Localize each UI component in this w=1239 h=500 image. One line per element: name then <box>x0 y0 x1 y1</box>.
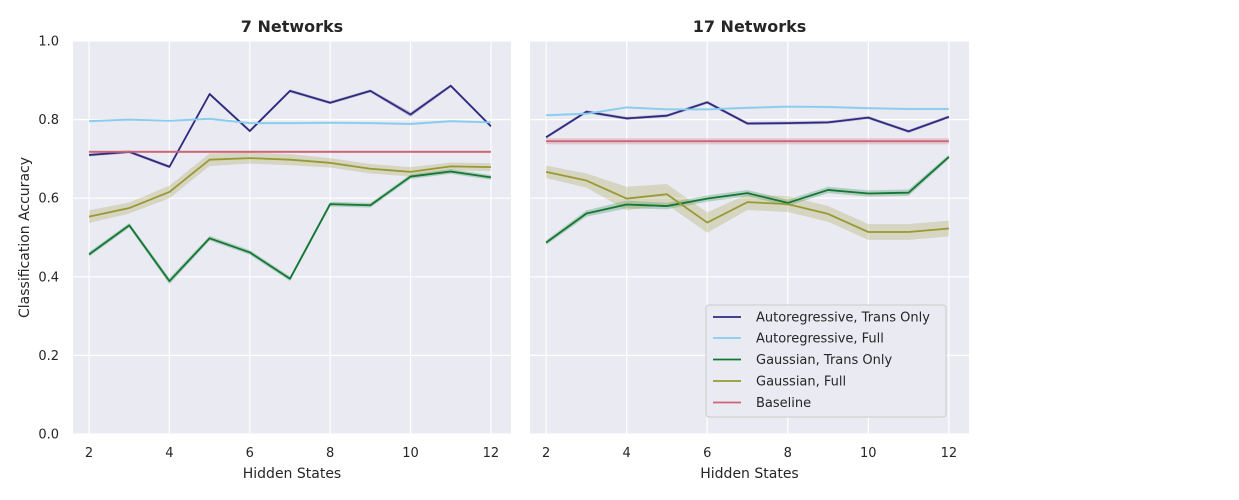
x-tick-label: 2 <box>85 446 93 461</box>
line-autoregressive-trans-only <box>545 101 950 139</box>
legend-label-baseline: Baseline <box>756 396 811 411</box>
x-tick-label: 6 <box>703 446 711 461</box>
x-tick-label: 12 <box>483 446 500 461</box>
x-tick-labels-right: 2 4 6 8 10 12 <box>542 446 957 461</box>
y-axis-label: Classification Accuracy <box>17 157 33 318</box>
line-gaussian-trans-only <box>545 156 950 244</box>
line-autoregressive-full <box>89 117 491 125</box>
gridlines-right <box>530 40 969 435</box>
chart-panel-7-networks: 2 4 6 8 10 12 0.0 0.2 0.4 0.6 0.8 1.0 7 Networks H… <box>17 17 511 482</box>
band-autoregressive-trans-only <box>546 100 949 139</box>
x-tick-label: 12 <box>941 446 958 461</box>
y-tick-label: 0.4 <box>38 270 59 285</box>
y-tick-labels-left: 0.0 0.2 0.4 0.6 0.8 1.0 <box>38 35 59 443</box>
x-tick-label: 6 <box>246 446 254 461</box>
x-tick-label: 10 <box>402 446 419 461</box>
x-tick-labels-left: 2 4 6 8 10 12 <box>85 446 499 461</box>
legend: Autoregressive, Trans Only Autoregressiv… <box>705 304 947 418</box>
y-tick-label: 0.2 <box>38 349 59 364</box>
line-gaussian-full <box>88 157 491 218</box>
line-autoregressive-full <box>546 105 949 117</box>
x-axis-label-right: Hidden States <box>700 466 798 482</box>
series-lines-right <box>545 101 950 244</box>
y-tick-label: 0.6 <box>38 192 59 207</box>
chart-panel-17-networks: 2 4 6 8 10 12 17 Networks Hidden States Autor… <box>530 17 969 482</box>
plot-area-left <box>73 41 511 434</box>
y-tick-label: 1.0 <box>38 35 59 50</box>
x-tick-label: 10 <box>860 446 877 461</box>
line-autoregressive-trans-only <box>88 84 492 168</box>
chart-title-right: 17 Networks <box>693 17 807 36</box>
x-tick-label: 4 <box>623 446 631 461</box>
y-tick-label: 0.8 <box>38 113 59 128</box>
line-gaussian-full <box>545 170 949 233</box>
x-tick-label: 2 <box>542 446 550 461</box>
line-gaussian-trans-only <box>88 170 492 283</box>
x-tick-label: 8 <box>784 446 792 461</box>
x-tick-label: 8 <box>326 446 334 461</box>
x-tick-label: 4 <box>165 446 173 461</box>
legend-label-gauss-trans: Gaussian, Trans Only <box>756 353 892 368</box>
legend-label-ar-full: Autoregressive, Full <box>756 332 884 347</box>
chart-title-left: 7 Networks <box>241 17 343 36</box>
series-lines-left <box>88 84 492 283</box>
legend-box <box>705 304 947 418</box>
legend-label-gauss-full: Gaussian, Full <box>756 375 846 390</box>
x-axis-label-left: Hidden States <box>243 466 341 482</box>
y-tick-label: 0.0 <box>38 428 59 443</box>
legend-label-ar-trans: Autoregressive, Trans Only <box>756 311 930 326</box>
